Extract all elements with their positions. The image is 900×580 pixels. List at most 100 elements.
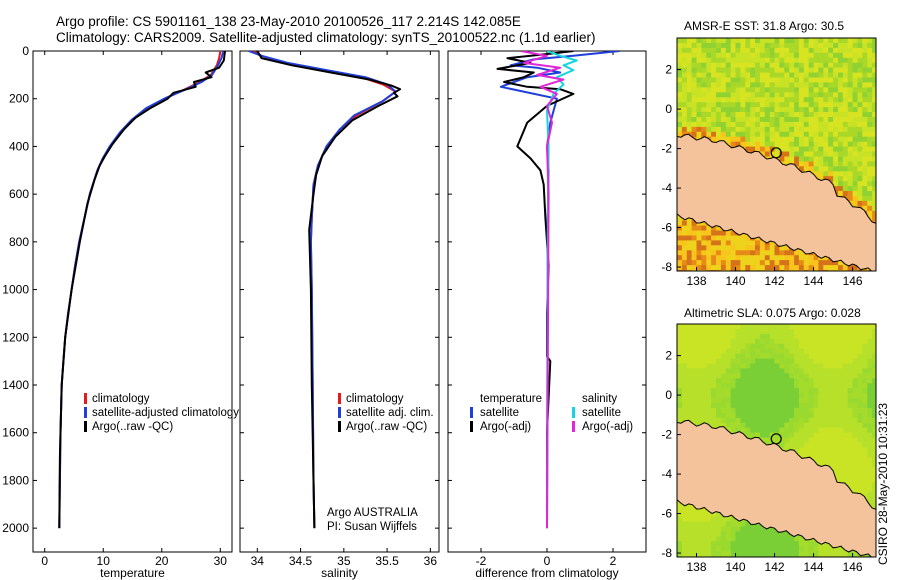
heatmap-cell [769, 368, 776, 374]
heatmap-cell [686, 393, 693, 399]
heatmap-cell [677, 551, 683, 557]
heatmap-cell [803, 265, 810, 271]
heatmap-cell [750, 343, 756, 350]
heatmap-cell [784, 67, 790, 74]
heatmap-cell [798, 353, 805, 360]
heatmap-cell [735, 417, 741, 424]
heatmap-cell [803, 393, 810, 399]
heatmap-cell [716, 250, 722, 256]
heatmap-cell [677, 38, 683, 44]
heatmap-cell [828, 546, 834, 552]
heatmap-cell [838, 393, 844, 399]
heatmap-cell [813, 328, 820, 335]
heatmap-cell [818, 112, 824, 118]
x-tick-label: 146 [843, 560, 863, 574]
heatmap-cell [740, 97, 746, 103]
temperature-profile: 0 10 20 30020040060080010001200140016001800… [2, 44, 233, 580]
heatmap-cell [847, 482, 854, 488]
heatmap-cell [725, 358, 732, 365]
heatmap-cell [759, 136, 766, 143]
heatmap-cell [828, 398, 834, 404]
heatmap-cell [701, 511, 707, 518]
heatmap-cell [847, 383, 854, 389]
heatmap-cell [701, 225, 707, 232]
heatmap-cell [677, 506, 683, 513]
heatmap-cell [769, 403, 776, 409]
heatmap-cell [823, 156, 829, 162]
heatmap-cell [725, 324, 732, 330]
heatmap-cell [867, 328, 873, 335]
heatmap-cell [862, 38, 868, 44]
heatmap-cell [798, 151, 805, 157]
heatmap-cell [852, 551, 859, 557]
heatmap-cell [720, 348, 727, 355]
heatmap-cell [803, 166, 810, 172]
heatmap-cell [769, 363, 776, 369]
heatmap-cell [808, 265, 815, 271]
heatmap-cell [759, 250, 766, 256]
heatmap-cell [750, 126, 756, 133]
heatmap-cell [852, 373, 859, 379]
heatmap-cell [745, 383, 751, 389]
heatmap-cell [686, 92, 693, 98]
heatmap-cell [789, 403, 795, 409]
heatmap-cell [716, 531, 722, 537]
heatmap-cell [686, 102, 693, 108]
heatmap-cell [867, 333, 873, 340]
heatmap-cell [867, 412, 873, 419]
heatmap-cell [857, 47, 863, 54]
heatmap-cell [691, 328, 698, 335]
heatmap-cell [779, 343, 785, 350]
heatmap-cell [696, 412, 702, 419]
heatmap-cell [691, 506, 698, 513]
heatmap-cell [759, 417, 766, 424]
heatmap-cell [872, 131, 876, 138]
heatmap-cell [691, 333, 698, 340]
heatmap-cell [847, 121, 854, 128]
heatmap-cell [784, 368, 790, 374]
heatmap-cell [774, 126, 780, 133]
heatmap-cell [691, 230, 698, 236]
heatmap-cell [706, 112, 712, 118]
heatmap-cell [677, 338, 683, 345]
heatmap-cell [818, 373, 824, 379]
heatmap-cell [681, 541, 688, 547]
heatmap-cell [677, 526, 683, 532]
heatmap-cell [794, 333, 800, 340]
heatmap-cell [759, 526, 766, 532]
heatmap-cell [759, 373, 766, 379]
heatmap-cell [701, 260, 707, 266]
heatmap-cell [818, 378, 824, 384]
heatmap-cell [677, 92, 683, 98]
heatmap-cell [852, 121, 859, 128]
heatmap-cell [789, 541, 795, 547]
heatmap-cell [828, 97, 834, 103]
heatmap-cell [872, 333, 876, 340]
heatmap-cell [696, 230, 702, 236]
heatmap-cell [847, 378, 854, 384]
heatmap-cell [691, 126, 698, 133]
heatmap-cell [794, 338, 800, 345]
heatmap-cell [730, 72, 737, 79]
heatmap-cell [867, 112, 873, 118]
heatmap-cell [720, 393, 727, 399]
legend-swatch [470, 421, 473, 432]
heatmap-cell [803, 117, 810, 123]
heatmap-cell [706, 38, 712, 44]
heatmap-cell [686, 398, 693, 404]
heatmap-cell [808, 87, 815, 93]
heatmap-cell [745, 363, 751, 369]
heatmap-cell [735, 92, 741, 98]
heatmap-cell [838, 260, 844, 266]
heatmap-cell [755, 117, 761, 123]
heatmap-cell [730, 551, 737, 557]
heatmap-cell [686, 526, 693, 532]
heatmap-cell [720, 77, 727, 83]
heatmap-cell [681, 511, 688, 518]
heatmap-cell [735, 388, 741, 394]
heatmap-cell [745, 131, 751, 138]
heatmap-cell [696, 117, 702, 123]
heatmap-cell [750, 368, 756, 374]
